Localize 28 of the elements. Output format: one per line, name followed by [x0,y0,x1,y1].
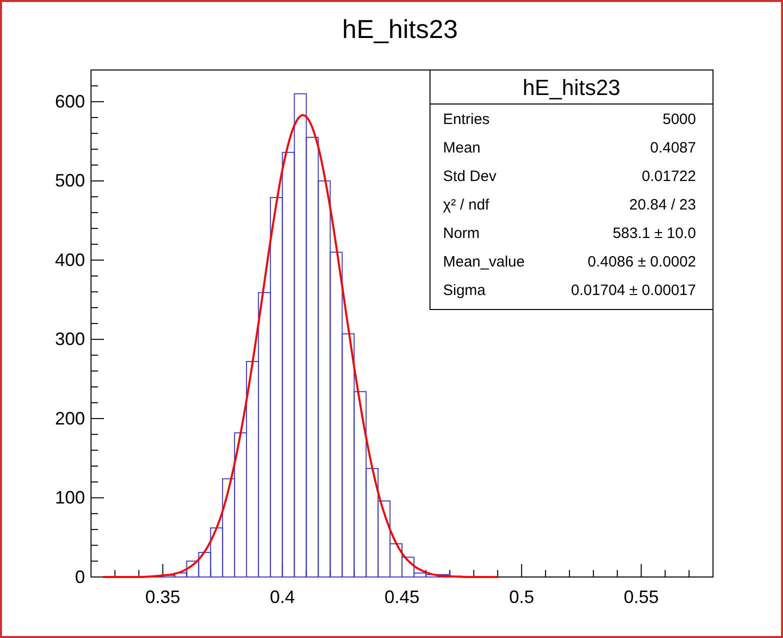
y-tick-label: 500 [54,170,85,191]
annotation: Sigma [443,282,486,299]
annotation: Std Dev [443,168,497,185]
annotation: Mean_value [443,254,525,270]
annotation: 0.01704 ± 0.00017 [570,282,696,299]
annotation: Norm [443,225,480,242]
chart-title: hE_hits23 [342,14,458,44]
x-tick-label: 0.55 [624,587,659,607]
annotation: 0.4087 [650,140,696,156]
annotation: 5000 [662,111,696,128]
x-tick-label: 0.5 [509,587,534,607]
annotation: hE_hits23 [522,75,620,100]
annotation: 20.84 / 23 [629,196,696,214]
x-tick-label: 0.45 [384,587,420,607]
y-tick-label: 400 [54,250,85,270]
annotation: 583.1 ± 10.0 [612,225,696,242]
y-tick-label: 100 [54,488,85,508]
annotation: Entries [443,111,490,128]
annotation: χ² / ndf [443,196,490,214]
annotation: 0.01722 [642,168,696,185]
y-tick-label: 300 [54,329,85,350]
y-tick-label: 200 [54,408,85,428]
y-tick-label: 0 [74,566,85,587]
y-tick-label: 600 [54,91,85,112]
annotation: Mean [443,140,481,156]
x-tick-label: 0.35 [145,587,180,607]
annotation: 0.4086 ± 0.0002 [588,254,696,270]
x-tick-label: 0.4 [270,587,295,607]
